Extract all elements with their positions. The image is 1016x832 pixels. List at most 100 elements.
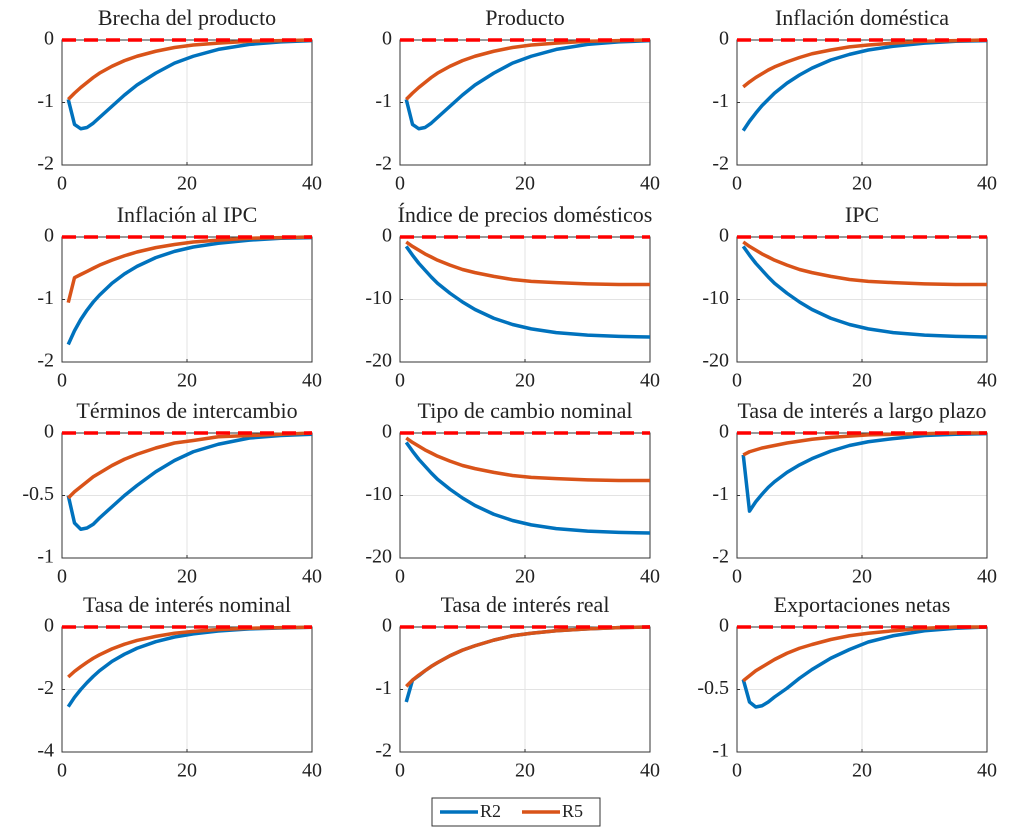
x-tick-label: 40 <box>302 370 322 392</box>
y-tick-label: -10 <box>702 287 729 309</box>
x-tick-label: 20 <box>515 566 535 588</box>
plot-frame <box>736 39 988 166</box>
x-tick-label: 20 <box>852 566 872 588</box>
y-tick-label: -2 <box>37 350 54 372</box>
y-tick-label: -2 <box>375 153 392 175</box>
series-line <box>742 625 987 683</box>
plot-frame <box>399 432 651 559</box>
x-tick-label: 0 <box>732 760 742 782</box>
series-line <box>741 431 988 513</box>
x-tick-label: 0 <box>732 566 742 588</box>
legend-label: R5 <box>562 801 583 821</box>
series-line <box>741 38 988 132</box>
series-line <box>66 235 313 346</box>
series-line <box>404 441 651 535</box>
plot-frame <box>736 236 988 363</box>
y-tick-label: -10 <box>365 287 392 309</box>
y-tick-label: 0 <box>382 615 392 637</box>
panel-title: Brecha del producto <box>98 5 276 30</box>
y-tick-label: -20 <box>365 546 392 568</box>
x-tick-label: 0 <box>395 760 405 782</box>
x-tick-label: 0 <box>732 370 742 392</box>
x-tick-label: 20 <box>852 370 872 392</box>
plot-frame <box>61 39 313 166</box>
y-tick-label: -1 <box>37 546 54 568</box>
y-tick-label: -1 <box>712 740 729 762</box>
y-tick-label: 0 <box>44 615 54 637</box>
y-tick-label: -2 <box>712 153 729 175</box>
y-tick-label: -2 <box>37 153 54 175</box>
y-tick-label: -1 <box>37 90 54 112</box>
y-tick-label: -0.5 <box>697 677 729 699</box>
x-tick-label: 0 <box>395 566 405 588</box>
x-tick-label: 40 <box>302 173 322 195</box>
x-tick-label: 40 <box>977 760 997 782</box>
series-line <box>405 625 651 688</box>
panel-title: Tipo de cambio nominal <box>418 398 633 423</box>
x-tick-label: 0 <box>732 173 742 195</box>
series-line <box>66 235 313 304</box>
panel-title: Tasa de interés real <box>441 592 610 617</box>
x-tick-label: 20 <box>177 566 197 588</box>
series-line <box>404 38 651 131</box>
x-tick-label: 40 <box>302 760 322 782</box>
y-tick-label: -20 <box>365 350 392 372</box>
series-line <box>404 245 651 339</box>
panel-title: Tasa de interés a largo plazo <box>737 398 986 423</box>
x-tick-label: 0 <box>395 370 405 392</box>
y-tick-label: 0 <box>719 225 729 247</box>
y-tick-label: 0 <box>719 615 729 637</box>
y-tick-label: 0 <box>44 28 54 50</box>
panel-title: Inflación al IPC <box>117 202 258 227</box>
series-line <box>742 431 987 457</box>
series-line <box>405 240 650 287</box>
x-tick-label: 0 <box>395 173 405 195</box>
y-tick-label: -1 <box>375 677 392 699</box>
y-tick-label: 0 <box>382 28 392 50</box>
series-line <box>742 38 988 89</box>
x-tick-label: 0 <box>57 566 67 588</box>
series-line <box>742 240 987 287</box>
y-tick-label: -2 <box>37 677 54 699</box>
x-tick-label: 20 <box>177 760 197 782</box>
legend-label: R2 <box>480 801 501 821</box>
y-tick-label: -1 <box>37 287 54 309</box>
y-tick-label: -20 <box>702 350 729 372</box>
plot-frame <box>736 626 988 753</box>
series-line <box>66 432 313 531</box>
plot-frame <box>399 626 651 753</box>
series-line <box>405 436 650 483</box>
y-tick-label: 0 <box>719 28 729 50</box>
panel-title: Índice de precios domésticos <box>398 202 653 227</box>
x-tick-label: 0 <box>57 760 67 782</box>
x-tick-label: 40 <box>640 760 660 782</box>
panel-title: Inflación doméstica <box>775 5 949 30</box>
x-tick-label: 0 <box>57 173 67 195</box>
x-tick-label: 40 <box>977 173 997 195</box>
y-tick-label: -10 <box>365 483 392 505</box>
x-tick-label: 40 <box>977 566 997 588</box>
x-tick-label: 0 <box>57 370 67 392</box>
plot-frame <box>61 626 313 753</box>
x-tick-label: 20 <box>852 760 872 782</box>
x-tick-label: 40 <box>640 370 660 392</box>
y-tick-label: 0 <box>382 225 392 247</box>
y-tick-label: 0 <box>44 225 54 247</box>
panel-title: Exportaciones netas <box>774 592 951 617</box>
panel-title: IPC <box>845 202 879 227</box>
y-tick-label: -2 <box>712 546 729 568</box>
x-tick-label: 20 <box>515 760 535 782</box>
x-tick-label: 20 <box>515 173 535 195</box>
series-line <box>67 625 313 679</box>
plot-frame <box>61 432 313 559</box>
plot-frame <box>399 236 651 363</box>
x-tick-label: 20 <box>852 173 872 195</box>
x-tick-label: 40 <box>977 370 997 392</box>
panel-title: Términos de intercambio <box>76 398 297 423</box>
x-tick-label: 40 <box>302 566 322 588</box>
plot-frame <box>399 39 651 166</box>
series-line <box>67 431 313 500</box>
x-tick-label: 20 <box>177 173 197 195</box>
y-tick-label: 0 <box>719 421 729 443</box>
panel-title: Producto <box>485 5 564 30</box>
